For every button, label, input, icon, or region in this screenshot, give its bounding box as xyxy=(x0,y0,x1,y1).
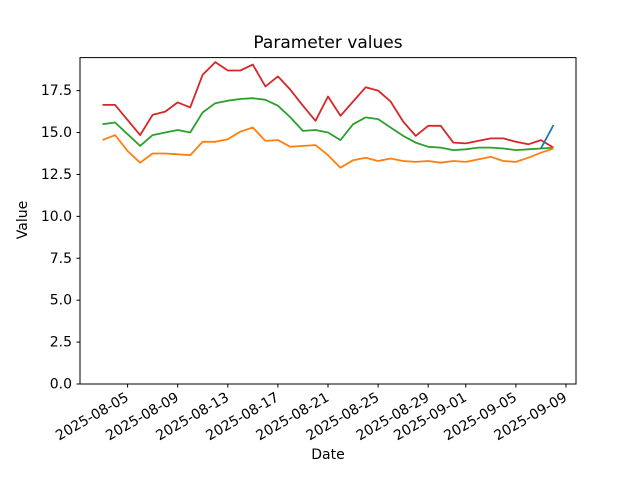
y-tick-label: 7.5 xyxy=(50,251,72,267)
y-tick-label: 10.0 xyxy=(41,209,72,225)
y-tick-label: 5.0 xyxy=(50,293,72,309)
y-tick-label: 0.0 xyxy=(50,377,72,393)
orange-series-line xyxy=(102,126,554,169)
y-tick-label: 2.5 xyxy=(50,335,72,351)
y-tick-label: 17.5 xyxy=(41,83,72,99)
axes-frame xyxy=(79,57,577,385)
blue-series-line xyxy=(540,124,555,149)
green-series-line xyxy=(102,97,554,152)
y-tick-label: 15.0 xyxy=(41,125,72,141)
red-series-line xyxy=(102,61,554,149)
chart-title: Parameter values xyxy=(253,33,403,53)
x-axis-label: Date xyxy=(311,447,345,463)
y-tick-label: 12.5 xyxy=(41,167,72,183)
